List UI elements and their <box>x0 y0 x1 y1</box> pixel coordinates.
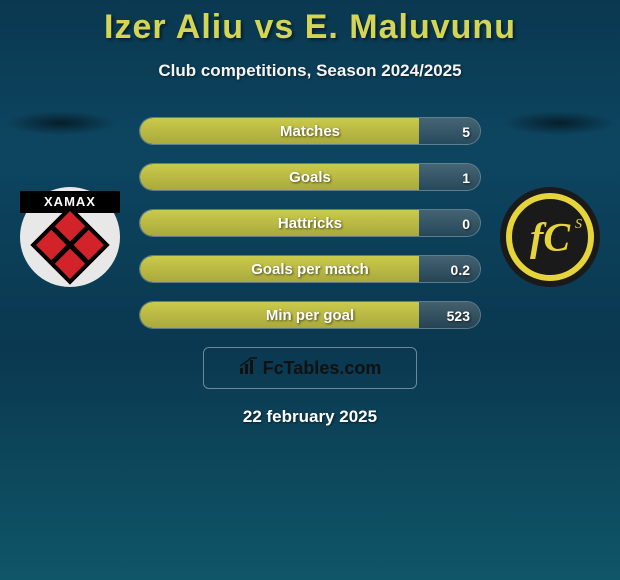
stat-bars: Matches 5 Goals 1 Hattricks 0 Goals per … <box>139 117 481 329</box>
bar-label: Goals <box>140 164 480 190</box>
stat-bar: Matches 5 <box>139 117 481 145</box>
fcs-letters: fC <box>530 214 570 261</box>
date-text: 22 february 2025 <box>0 407 620 427</box>
comparison-section: XAMAX fC S Matches 5 Goals 1 Hattricks <box>0 117 620 427</box>
bar-label: Matches <box>140 118 480 144</box>
bar-value-right: 1 <box>462 164 470 190</box>
xamax-diamond-icon <box>30 205 109 284</box>
club-badge-left: XAMAX <box>20 187 120 287</box>
bar-value-right: 0.2 <box>451 256 470 282</box>
bar-value-right: 523 <box>447 302 470 328</box>
brand-box[interactable]: FcTables.com <box>203 347 417 389</box>
club-badge-right: fC S <box>500 187 600 287</box>
bar-label: Goals per match <box>140 256 480 282</box>
bar-label: Hattricks <box>140 210 480 236</box>
stat-bar: Hattricks 0 <box>139 209 481 237</box>
bar-value-right: 0 <box>462 210 470 236</box>
brand-text: FcTables.com <box>263 358 382 379</box>
subtitle: Club competitions, Season 2024/2025 <box>0 61 620 81</box>
page-title: Izer Aliu vs E. Maluvunu <box>0 0 620 47</box>
fcs-small-s: S <box>575 217 582 233</box>
bar-value-right: 5 <box>462 118 470 144</box>
bar-label: Min per goal <box>140 302 480 328</box>
stat-bar: Min per goal 523 <box>139 301 481 329</box>
shadow-right <box>504 111 614 135</box>
chart-icon <box>239 357 259 380</box>
shadow-left <box>6 111 116 135</box>
stat-bar: Goals per match 0.2 <box>139 255 481 283</box>
stat-bar: Goals 1 <box>139 163 481 191</box>
